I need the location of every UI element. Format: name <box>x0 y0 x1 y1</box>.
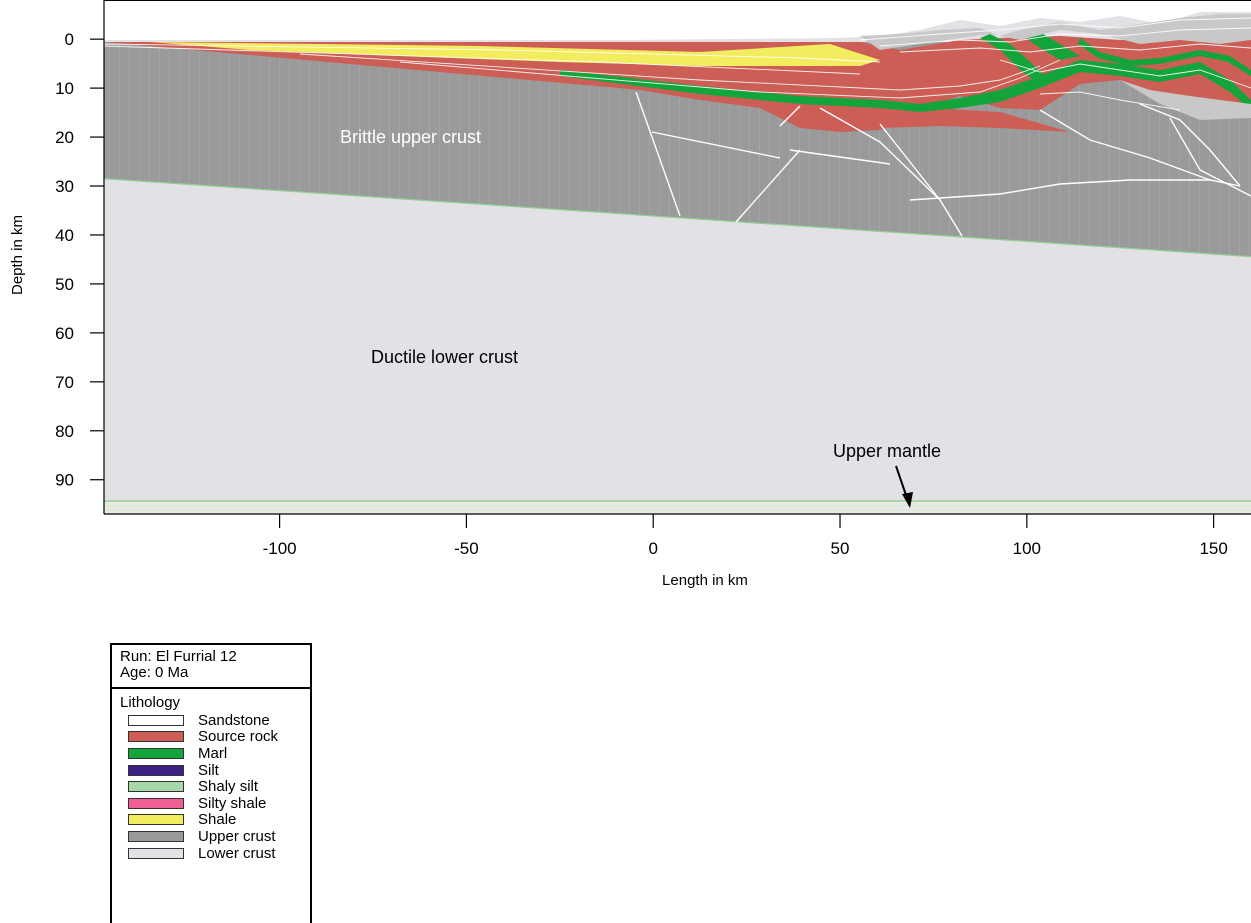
legend-swatch <box>128 830 184 842</box>
y-tick-label: 80 <box>55 422 74 441</box>
legend-lithology: Lithology Sandstone Source rock Marl Silt Sh… <box>112 689 310 861</box>
legend-item: Sandstone <box>128 712 302 729</box>
x-tick-label: 0 <box>648 539 657 558</box>
ductile-crust-label: Ductile lower crust <box>371 347 518 367</box>
fault-lines <box>635 91 1251 237</box>
source-rock-deep <box>840 106 1070 132</box>
upper-mantle-label: Upper mantle <box>833 441 941 461</box>
y-tick-label: 70 <box>55 373 74 392</box>
y-tick-label: 90 <box>55 471 74 490</box>
upper-mantle-layer <box>104 500 1251 514</box>
run-age: Age: 0 Ma <box>120 664 189 681</box>
y-tick-label: 30 <box>55 177 74 196</box>
lithology-list: Sandstone Source rock Marl Silt Shaly silt Si… <box>120 712 302 861</box>
marl-fold <box>980 34 1050 84</box>
legend-run-info: Run: El Furrial 12 Age: 0 Ma <box>112 645 310 689</box>
legend-swatch <box>128 847 184 859</box>
x-tick-label: 100 <box>1013 539 1041 558</box>
x-tick-label: 150 <box>1199 539 1227 558</box>
legend-label: Marl <box>198 744 228 762</box>
legend-item: Source rock <box>128 729 302 746</box>
run-name: Run: El Furrial 12 <box>120 648 237 665</box>
shale-fold-core <box>1120 80 1251 120</box>
legend-label: Source rock <box>198 728 279 746</box>
horizon-lines <box>104 17 1251 111</box>
silty-shale-layer <box>150 42 880 66</box>
marl-band <box>560 60 1251 112</box>
x-tick-label: 50 <box>831 539 850 558</box>
legend-item: Shale <box>128 812 302 829</box>
lithology-title: Lithology <box>120 694 181 711</box>
y-tick-label: 50 <box>55 275 74 294</box>
y-axis-ticks: 0 10 20 30 40 50 60 70 80 90 <box>55 30 104 490</box>
legend-swatch <box>128 714 184 726</box>
legend-label: Shaly silt <box>198 778 259 796</box>
legend-item: Lower crust <box>128 845 302 862</box>
y-tick-label: 40 <box>55 226 74 245</box>
legend-item: Marl <box>128 745 302 762</box>
y-axis-label: Depth in km <box>9 215 26 295</box>
legend-item: Silt <box>128 762 302 779</box>
legend-item: Upper crust <box>128 828 302 845</box>
x-tick-label: -50 <box>454 539 479 558</box>
cross-section-figure: 0 10 20 30 40 50 60 70 80 90 -100 -50 0 50 100 150 Len… <box>9 0 1251 589</box>
legend-item: Silty shale <box>128 795 302 812</box>
brittle-crust-label: Brittle upper crust <box>340 127 481 147</box>
x-axis-ticks: -100 -50 0 50 100 150 <box>263 514 1228 558</box>
y-tick-label: 10 <box>55 79 74 98</box>
x-tick-label: -100 <box>263 539 297 558</box>
y-tick-label: 20 <box>55 128 74 147</box>
shale-cover <box>860 14 1251 50</box>
legend-swatch <box>128 747 184 759</box>
x-axis-label: Length in km <box>662 572 748 589</box>
legend-label: Silt <box>198 761 219 779</box>
y-tick-label: 60 <box>55 324 74 343</box>
legend-label: Sandstone <box>198 711 270 729</box>
legend-box: Run: El Furrial 12 Age: 0 Ma Lithology S… <box>110 643 312 923</box>
legend-swatch <box>128 797 184 809</box>
legend-label: Shale <box>198 811 237 829</box>
legend-label: Lower crust <box>198 844 276 862</box>
legend-item: Shaly silt <box>128 778 302 795</box>
legend-swatch <box>128 781 184 793</box>
legend-label: Silty shale <box>198 794 267 812</box>
legend-swatch <box>128 814 184 826</box>
legend-swatch <box>128 764 184 776</box>
y-tick-label: 0 <box>65 30 74 49</box>
upper-mantle-arrow <box>895 465 913 508</box>
legend-label: Upper crust <box>198 827 276 845</box>
sky-area <box>104 0 1251 40</box>
legend-swatch <box>128 731 184 743</box>
